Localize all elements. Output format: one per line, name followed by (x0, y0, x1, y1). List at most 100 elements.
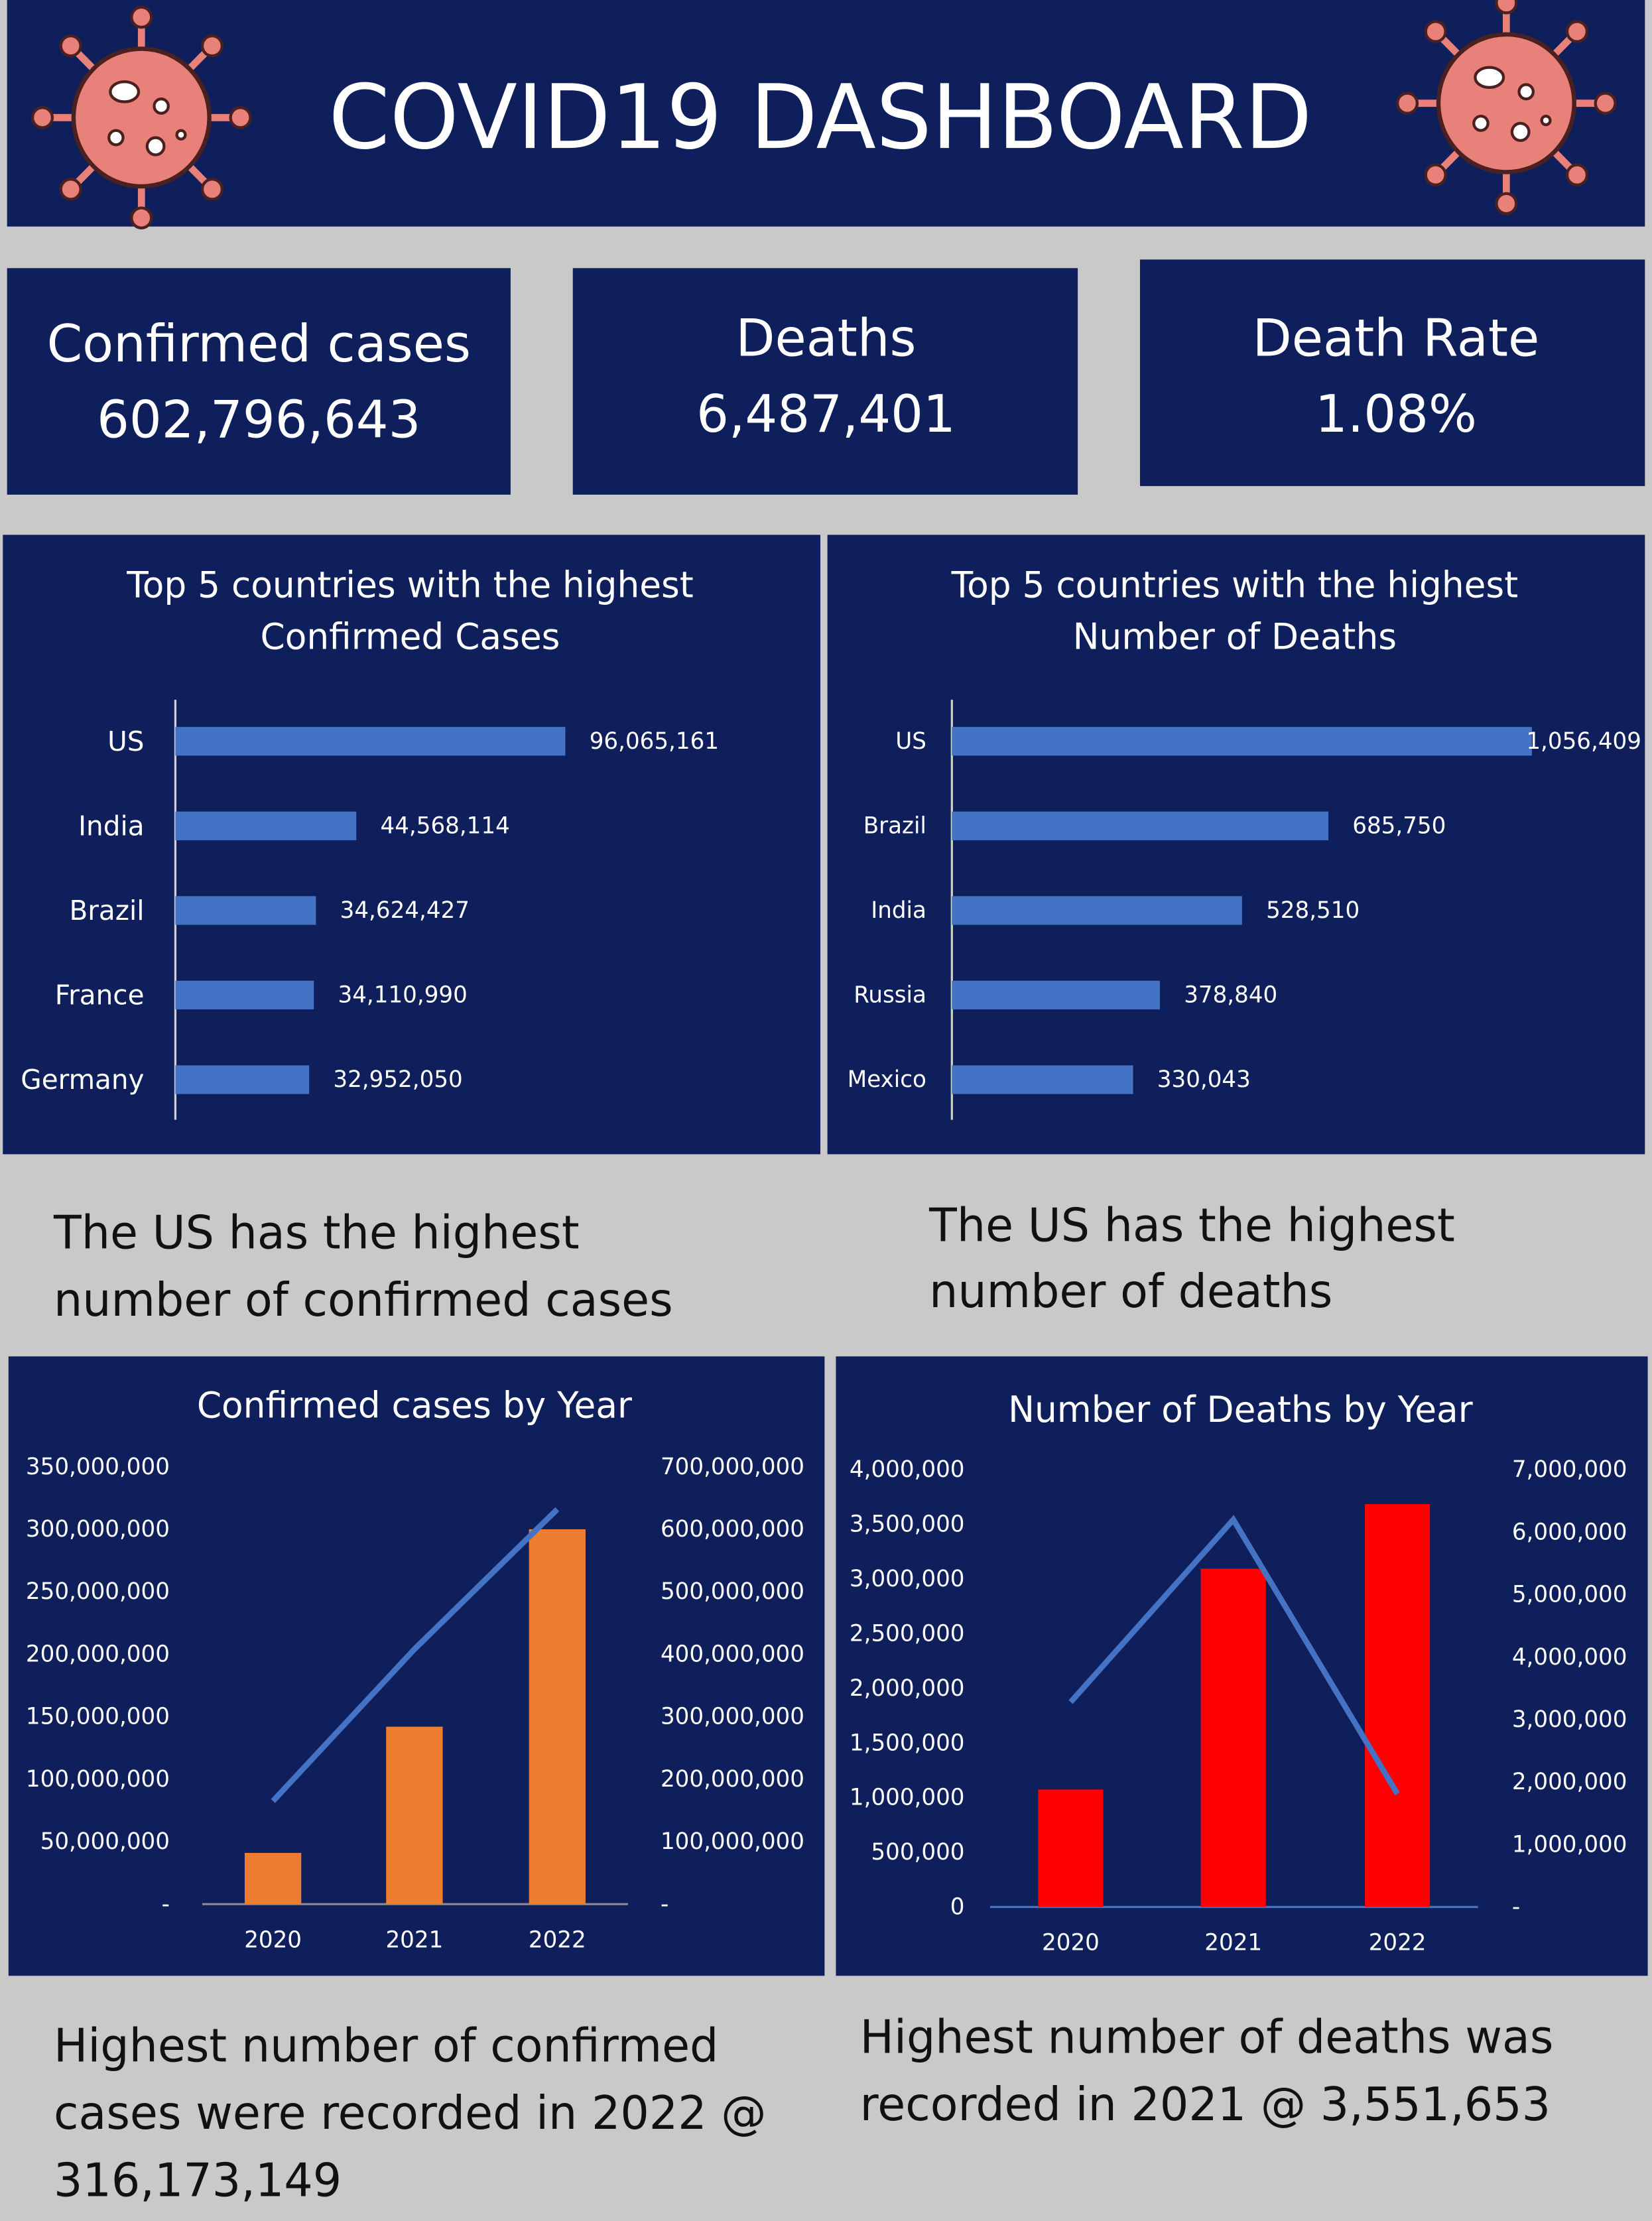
data-label: 378,840 (1184, 982, 1277, 1008)
header (7, 0, 1645, 227)
line (271, 1507, 560, 1803)
bar (175, 1065, 310, 1094)
note-text: Highest number of deaths was (860, 2011, 1554, 2064)
y-tick-label: 250,000,000 (26, 1578, 170, 1605)
y-tick-label: Brazil (69, 895, 144, 926)
y-tick-label: 3,000,000 (850, 1566, 965, 1592)
bar (175, 727, 566, 756)
data-label: 528,510 (1266, 897, 1360, 924)
kpi-value: 6,487,401 (696, 385, 956, 445)
kpi-value: 1.08% (1315, 385, 1477, 445)
x-tick-label: 2020 (244, 1927, 302, 1953)
x-tick-label: 2020 (1042, 1929, 1100, 1956)
note-text: number of deaths (929, 1265, 1332, 1319)
data-label: 96,065,161 (590, 728, 719, 755)
note-text: 316,173,149 (54, 2154, 342, 2208)
y2-tick-label: 5,000,000 (1512, 1581, 1627, 1608)
bar (1038, 1789, 1104, 1907)
kpi-value: 602,796,643 (97, 390, 420, 450)
y-tick-label: 1,500,000 (850, 1730, 965, 1756)
bar (175, 980, 314, 1010)
virus-icon (32, 7, 250, 228)
y2-tick-label: 4,000,000 (1512, 1644, 1627, 1671)
y2-tick-label: 200,000,000 (661, 1766, 804, 1793)
y-tick-label: Russia (854, 982, 926, 1008)
y-tick-label: 500,000 (871, 1839, 964, 1866)
kpi-label: Death Rate (1253, 308, 1540, 369)
chart-panel (827, 535, 1645, 1155)
bar (175, 811, 357, 840)
y-tick-label: Mexico (848, 1066, 926, 1093)
x-tick-label: 2021 (1204, 1929, 1262, 1956)
data-label: 685,750 (1352, 812, 1446, 839)
note-text: recorded in 2021 @ 3,551,653 (860, 2078, 1551, 2132)
chart-title: Top 5 countries with the highest (126, 564, 694, 605)
data-label: 44,568,114 (381, 812, 510, 839)
y-tick-label: 2,000,000 (850, 1675, 965, 1702)
note-text: The US has the highest (928, 1199, 1455, 1253)
x-tick-label: 2022 (529, 1927, 586, 1953)
bar (1365, 1504, 1430, 1907)
y-tick-label: - (162, 1891, 170, 1917)
y2-tick-label: 1,000,000 (1512, 1831, 1627, 1858)
y2-tick-label: 3,000,000 (1512, 1706, 1627, 1733)
bar (529, 1529, 586, 1905)
y2-tick-label: 300,000,000 (661, 1703, 804, 1730)
bar (952, 980, 1160, 1010)
y-tick-label: India (871, 897, 926, 924)
y-tick-label: 350,000,000 (26, 1454, 170, 1480)
y2-tick-label: 100,000,000 (661, 1828, 804, 1855)
y-tick-label: 200,000,000 (26, 1641, 170, 1667)
chart-title: Number of Deaths (1073, 615, 1397, 657)
bar (386, 1726, 443, 1905)
data-label: 34,110,990 (338, 982, 468, 1008)
y-tick-label: 150,000,000 (26, 1703, 170, 1730)
note-text: number of confirmed cases (54, 1274, 673, 1328)
bar (952, 727, 1532, 756)
line (1068, 1515, 1400, 1796)
y2-tick-label: 6,000,000 (1512, 1519, 1627, 1545)
bar (175, 896, 316, 925)
y-tick-label: Germany (21, 1064, 144, 1096)
bar (1200, 1568, 1266, 1907)
note-text: Highest number of confirmed (54, 2019, 718, 2073)
data-label: 32,952,050 (333, 1066, 462, 1093)
y-tick-label: 2,500,000 (850, 1620, 965, 1647)
kpi-label: Confirmed cases (47, 314, 471, 375)
note-text: The US has the highest (53, 1206, 580, 1260)
kpi-card (572, 268, 1078, 495)
y-tick-label: 100,000,000 (26, 1766, 170, 1793)
y-tick-label: France (55, 979, 145, 1011)
y-tick-label: 50,000,000 (40, 1828, 170, 1855)
y2-tick-label: 7,000,000 (1512, 1456, 1627, 1483)
data-label: 1,056,409 (1526, 728, 1641, 755)
y2-tick-label: 700,000,000 (661, 1454, 804, 1480)
y-tick-label: 300,000,000 (26, 1516, 170, 1543)
y2-tick-label: - (661, 1891, 668, 1917)
note-text: cases were recorded in 2022 @ (54, 2087, 766, 2141)
bar (952, 811, 1329, 840)
y-tick-label: 4,000,000 (850, 1456, 965, 1483)
bar (244, 1852, 302, 1905)
chart-title: Confirmed Cases (261, 615, 560, 657)
y-tick-label: 0 (950, 1893, 965, 1920)
data-label: 330,043 (1157, 1066, 1251, 1093)
kpi-card (1139, 259, 1645, 486)
y-tick-label: US (107, 726, 144, 757)
y2-tick-label: 400,000,000 (661, 1641, 804, 1667)
y-tick-label: India (78, 810, 144, 842)
chart-title: Number of Deaths by Year (1008, 1389, 1473, 1430)
y-tick-label: Brazil (863, 812, 926, 839)
y-tick-label: 3,500,000 (850, 1511, 965, 1537)
chart-title: Top 5 countries with the highest (951, 564, 1519, 605)
kpi-card (7, 268, 511, 495)
y2-tick-label: 500,000,000 (661, 1578, 804, 1605)
y-tick-label: US (895, 728, 926, 755)
kpi-label: Deaths (735, 308, 916, 369)
chart-panel (3, 535, 820, 1155)
y2-tick-label: 600,000,000 (661, 1516, 804, 1543)
chart-title: Confirmed cases by Year (197, 1384, 633, 1426)
dashboard-title: COVID19 DASHBOARD (328, 66, 1312, 169)
